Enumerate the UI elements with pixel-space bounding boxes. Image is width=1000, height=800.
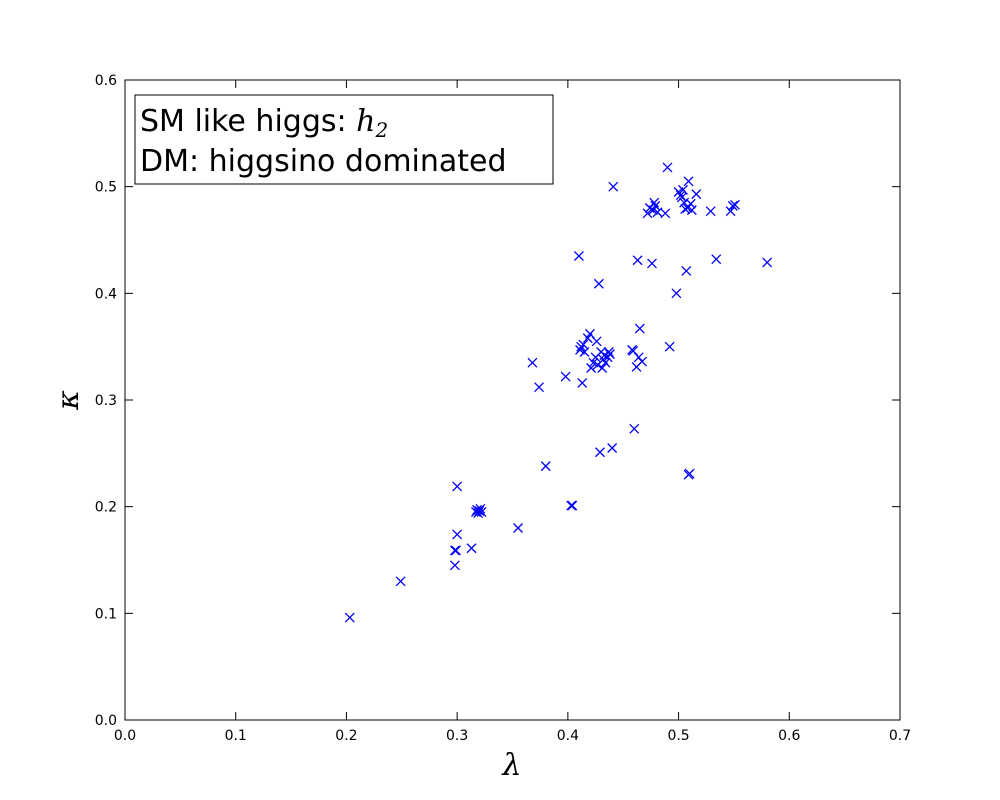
data-point-marker	[662, 162, 673, 173]
data-point-marker	[678, 184, 688, 195]
data-point-marker	[513, 523, 523, 533]
data-point-marker	[560, 371, 571, 382]
data-point-marker	[681, 265, 692, 276]
data-point-marker	[577, 377, 588, 388]
data-point-marker	[671, 288, 682, 299]
data-point-marker	[591, 336, 602, 347]
data-point-marker	[597, 363, 608, 373]
x-tick-label: 0.2	[335, 728, 357, 744]
data-point-marker	[649, 197, 660, 208]
data-point-marker	[451, 545, 461, 556]
data-point-marker	[567, 500, 578, 511]
data-point-marker	[527, 357, 538, 368]
y-axis-label: κ	[51, 390, 86, 411]
data-point-marker	[452, 481, 463, 492]
data-point-marker	[466, 543, 477, 554]
axis-ticks: 0.0 0.1 0.2 0.3 0.4 0.5 0.6 0.7 0.0 0.1 0.2 0.3 0.4 0…	[95, 73, 911, 744]
data-point-marker	[344, 612, 355, 623]
data-point-marker	[595, 447, 605, 458]
data-point-marker	[395, 576, 406, 587]
data-point-marker	[686, 205, 697, 216]
data-point-marker	[647, 258, 657, 269]
y-tick-label: 0.1	[95, 606, 117, 622]
data-point-marker	[634, 323, 645, 334]
data-point-marker	[475, 503, 486, 514]
data-point-marker	[607, 443, 618, 453]
annotation-line-1-subscript: 2	[374, 118, 388, 142]
x-axis-label: λ	[501, 748, 521, 783]
data-point-marker	[449, 545, 460, 556]
y-tick-label: 0.6	[95, 73, 117, 89]
y-tick-label: 0.3	[95, 393, 117, 409]
data-point-marker	[449, 560, 460, 571]
data-point-marker	[586, 363, 597, 373]
data-point-marker	[579, 347, 590, 357]
x-tick-label: 0.1	[225, 728, 247, 744]
data-point-marker	[675, 190, 686, 201]
data-point-marker	[604, 349, 615, 360]
data-point-marker	[762, 257, 773, 268]
data-point-marker	[684, 468, 695, 479]
data-points	[344, 162, 773, 623]
data-point-marker	[637, 356, 647, 367]
data-point-marker	[600, 357, 611, 368]
x-tick-label: 0.7	[889, 728, 911, 744]
plot-frame	[124, 79, 901, 721]
data-point-marker	[593, 278, 604, 289]
data-point-marker	[705, 206, 716, 217]
y-tick-label: 0.5	[95, 180, 117, 196]
data-point-marker	[573, 251, 584, 261]
data-point-marker	[540, 461, 551, 472]
data-point-marker	[566, 500, 577, 511]
data-point-marker	[633, 352, 644, 363]
annotation-frame	[134, 94, 554, 185]
data-point-marker	[474, 505, 485, 516]
annotation-line-2: DM: higgsino dominated	[140, 144, 507, 179]
x-tick-label: 0.0	[114, 728, 136, 744]
data-point-marker	[650, 200, 661, 211]
data-point-marker	[476, 507, 487, 517]
y-tick-label: 0.4	[95, 286, 117, 302]
data-point-marker	[642, 208, 653, 219]
x-tick-label: 0.4	[557, 728, 579, 744]
annotation-line-1-math: h	[356, 104, 375, 139]
data-point-marker	[534, 382, 545, 393]
annotation-box: SM like higgs: h2 DM: higgsino dominated	[134, 94, 554, 185]
data-point-marker	[452, 529, 463, 540]
data-point-marker	[603, 347, 614, 357]
data-point-marker	[725, 206, 736, 217]
annotation-line-1-text: SM like higgs:	[140, 104, 356, 139]
data-point-marker	[683, 176, 694, 187]
x-tick-label: 0.6	[778, 728, 800, 744]
data-point-marker	[727, 200, 738, 211]
data-point-marker	[660, 208, 671, 219]
x-tick-label: 0.5	[667, 728, 689, 744]
y-tick-label: 0.2	[95, 500, 117, 516]
data-point-marker	[691, 189, 702, 200]
data-point-marker	[632, 255, 643, 266]
x-tick-label: 0.3	[446, 728, 468, 744]
data-point-marker	[608, 181, 619, 192]
annotation-line-1: SM like higgs: h2	[140, 104, 388, 142]
y-tick-label: 0.0	[95, 713, 117, 729]
data-point-marker	[730, 199, 740, 210]
data-point-marker	[629, 423, 640, 434]
data-point-marker	[664, 341, 675, 352]
data-point-marker	[711, 254, 722, 265]
